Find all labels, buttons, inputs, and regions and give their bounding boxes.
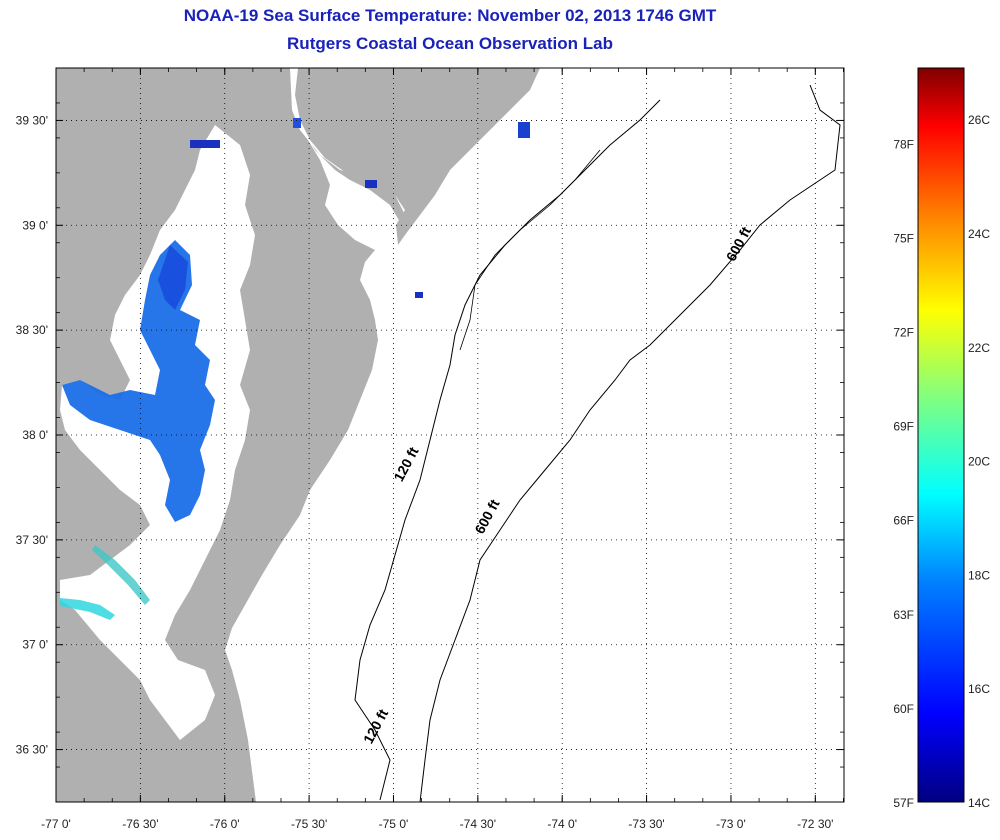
map-title: NOAA-19 Sea Surface Temperature: Novembe… (183, 6, 717, 25)
new-jersey-land (295, 68, 540, 245)
colorbar-c-label: 24C (968, 227, 990, 241)
sst-bay-cool (62, 240, 215, 522)
colorbar-c-label: 26C (968, 113, 990, 127)
sst-offshore-patch (415, 292, 423, 298)
lat-tick-label: 36 30' (16, 743, 48, 757)
lon-tick-label: -76 0' (210, 817, 240, 831)
sst-delaware-mouth-patch (365, 180, 377, 188)
colorbar-c-label: 20C (968, 455, 990, 469)
lat-tick-label: 39 0' (22, 218, 48, 232)
colorbar-f-label: 60F (893, 702, 914, 716)
lat-tick-label: 38 0' (22, 428, 48, 442)
colorbar-f-label: 63F (893, 608, 914, 622)
lon-tick-label: -77 0' (41, 817, 71, 831)
colorbar-f-label: 57F (893, 796, 914, 810)
colorbar-labels: 78F 75F 72F 69F 66F 63F 60F 57F 26C 24C 22C 20C 18C 1… (893, 113, 990, 810)
isobath-600ft (419, 84, 841, 802)
colorbar (917, 67, 965, 803)
lon-tick-label: -73 30' (628, 817, 664, 831)
lat-tick-label: 37 0' (22, 638, 48, 652)
colorbar-f-label: 75F (893, 231, 914, 245)
lat-tick-label: 37 30' (16, 533, 48, 547)
delaware-bay-water (292, 110, 400, 250)
colorbar-f-label: 72F (893, 325, 914, 339)
colorbar-c-label: 18C (968, 568, 990, 582)
lon-tick-label: -75 0' (379, 817, 409, 831)
lon-tick-label: -76 30' (122, 817, 158, 831)
colorbar-f-label: 69F (893, 420, 914, 434)
map-plot-area (56, 68, 844, 802)
lon-tick-label: -73 0' (716, 817, 746, 831)
sst-river-cyan (60, 598, 115, 620)
sst-upper-bay-patch (190, 140, 220, 148)
sst-river-teal (92, 545, 150, 605)
colorbar-f-label: 66F (893, 514, 914, 528)
isobath-120ft-inner (459, 149, 601, 351)
lon-tick-label: -74 0' (547, 817, 577, 831)
lon-tick-label: -72 30' (797, 817, 833, 831)
sst-delaware-patch (293, 118, 301, 128)
colorbar-c-label: 22C (968, 341, 990, 355)
colorbar-c-label: 14C (968, 796, 990, 810)
colorbar-f-label: 78F (893, 137, 914, 151)
sst-nj-shelf-patch (518, 122, 530, 138)
lat-tick-label: 39 30' (16, 113, 48, 127)
lat-tick-label: 38 30' (16, 323, 48, 337)
axis-ticks: -77 0' -76 30' -76 0' -75 30' -75 0' -74 30' -… (16, 67, 844, 831)
colorbar-c-label: 16C (968, 682, 990, 696)
sst-bay-deep-blue (158, 245, 188, 310)
lon-tick-label: -75 30' (291, 817, 327, 831)
map-subtitle: Rutgers Coastal Ocean Observation Lab (287, 34, 613, 53)
lon-tick-label: -74 30' (460, 817, 496, 831)
